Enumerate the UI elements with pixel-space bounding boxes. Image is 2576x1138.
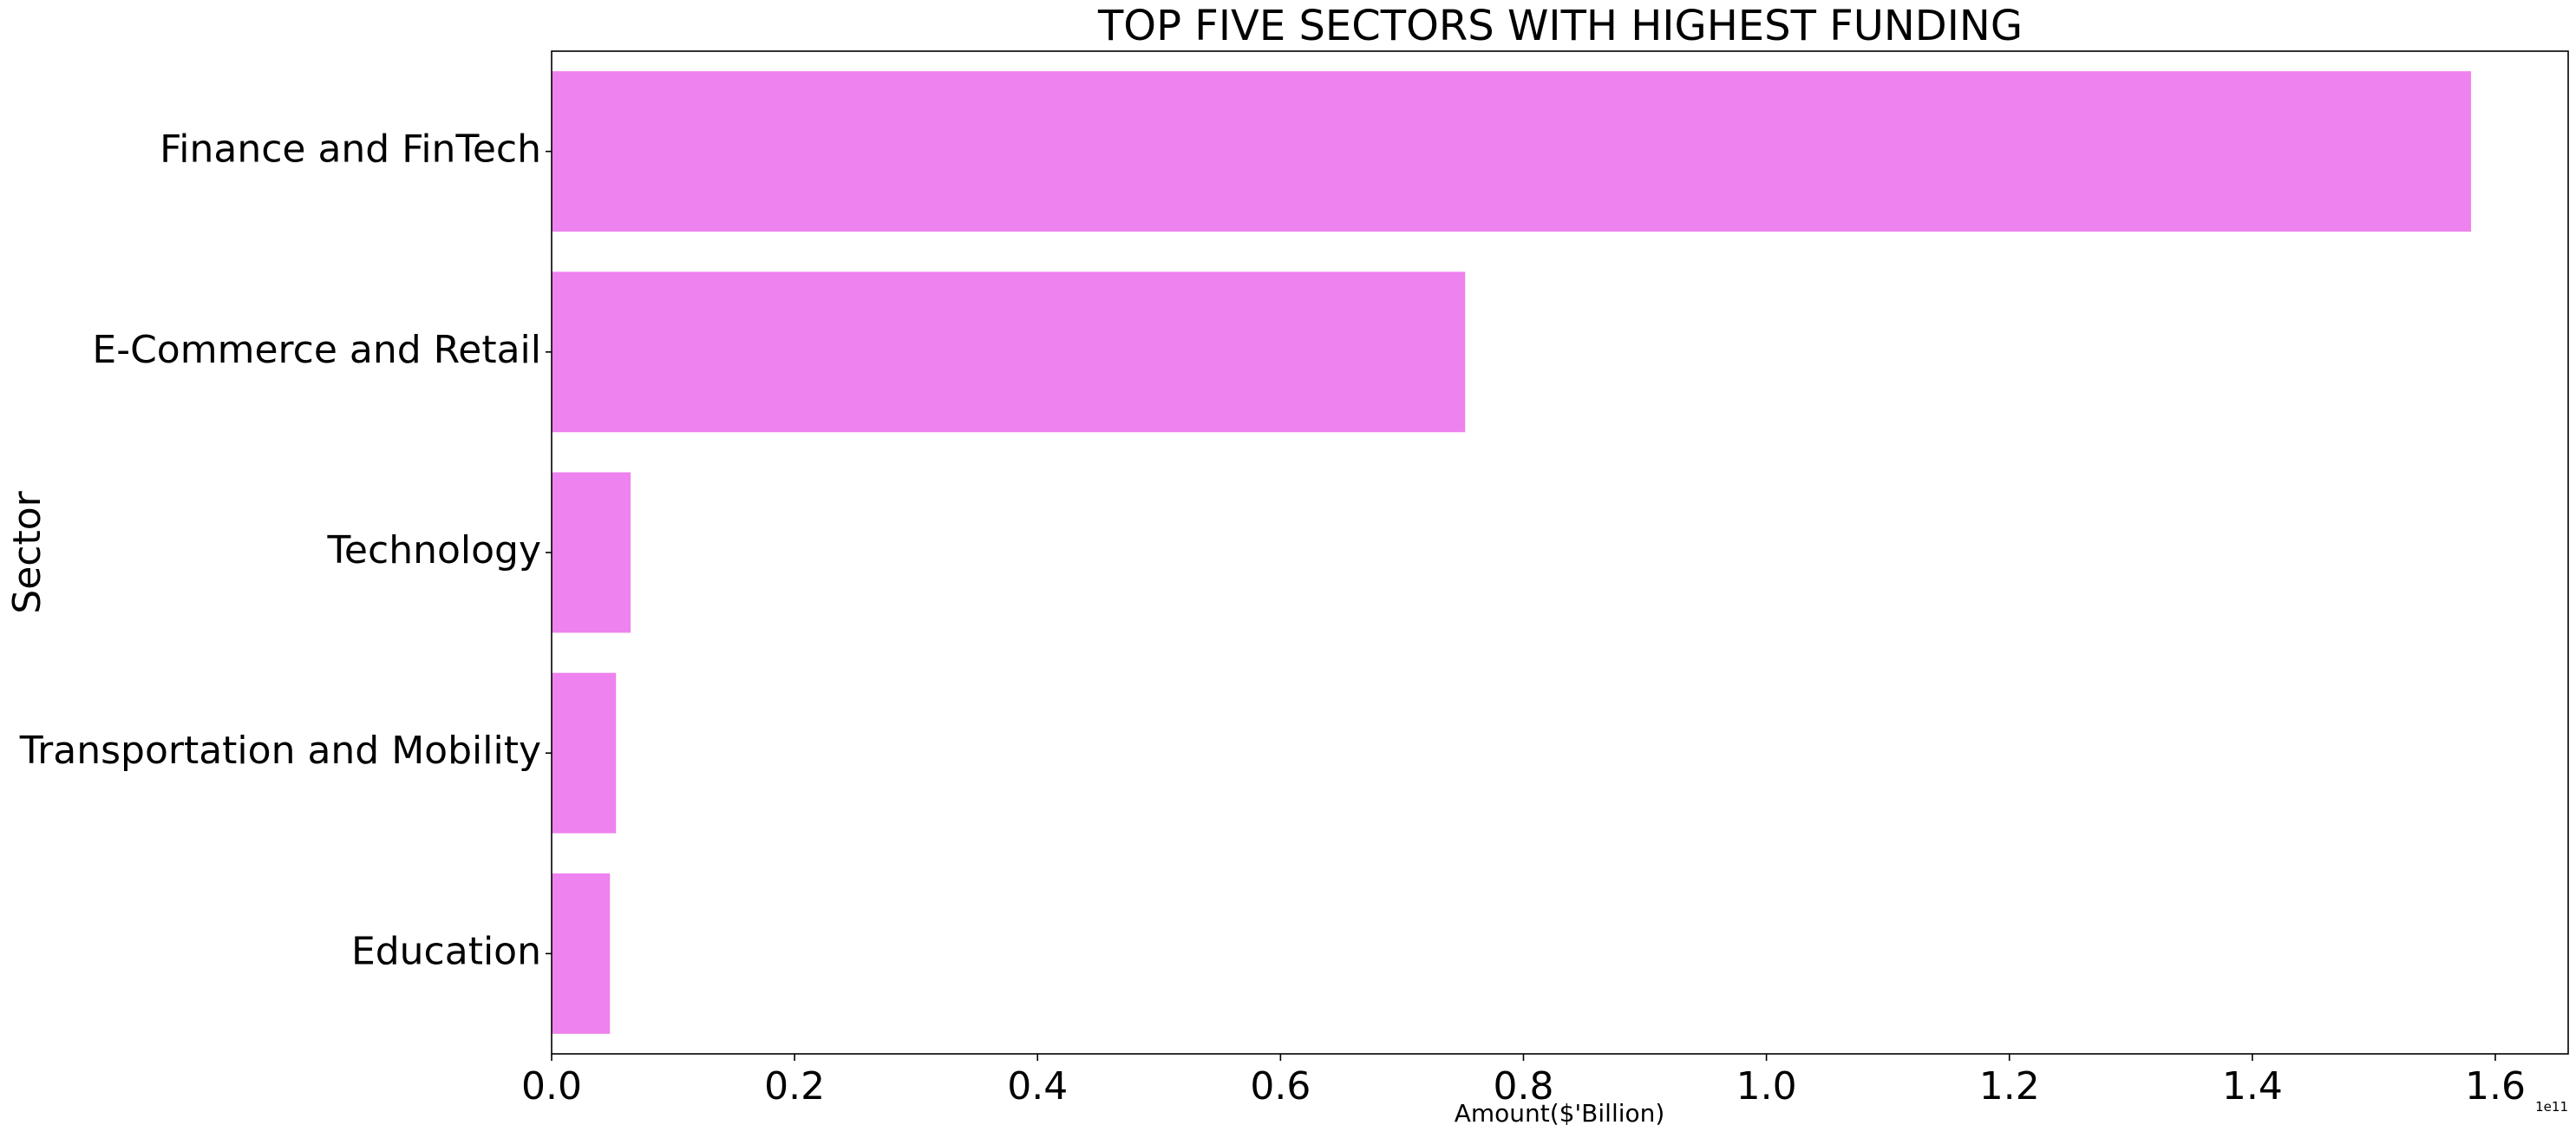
x-axis-offset-label: 1e11 [2535, 1099, 2568, 1115]
x-tick-label: 0.6 [1250, 1064, 1311, 1109]
bar-e-commerce-and-retail [552, 271, 1466, 433]
bar-technology [552, 472, 631, 633]
y-axis: Finance and FinTech E-Commerce and Retail… [19, 128, 552, 973]
bars-layer [552, 71, 2471, 1034]
x-axis: 0.0 0.2 0.4 0.6 0.8 1.0 1.2 1.4 1.6 [521, 1054, 2526, 1109]
x-tick-label: 0.8 [1493, 1064, 1553, 1109]
x-tick-label: 1.0 [1736, 1064, 1797, 1109]
y-tick-label: Finance and FinTech [160, 128, 541, 172]
x-tick-label: 1.2 [1979, 1064, 2040, 1109]
x-tick-label: 1.6 [2465, 1064, 2526, 1109]
y-axis-label: Sector [5, 490, 49, 613]
bar-finance-and-fintech [552, 71, 2471, 232]
x-tick-label: 0.4 [1007, 1064, 1068, 1109]
x-tick-label: 0.0 [521, 1064, 582, 1109]
chart-title: TOP FIVE SECTORS WITH HIGHEST FUNDING [1097, 2, 2023, 50]
x-axis-label: Amount($'Billion) [1455, 1099, 1665, 1128]
y-tick-label: E-Commerce and Retail [92, 328, 541, 372]
y-tick-label: Technology [327, 528, 541, 572]
y-tick-label: Transportation and Mobility [19, 729, 541, 773]
y-tick-label: Education [351, 929, 541, 973]
bar-education [552, 873, 611, 1034]
x-tick-label: 0.2 [764, 1064, 825, 1109]
bar-transportation-and-mobility [552, 672, 617, 834]
x-tick-label: 1.4 [2222, 1064, 2283, 1109]
